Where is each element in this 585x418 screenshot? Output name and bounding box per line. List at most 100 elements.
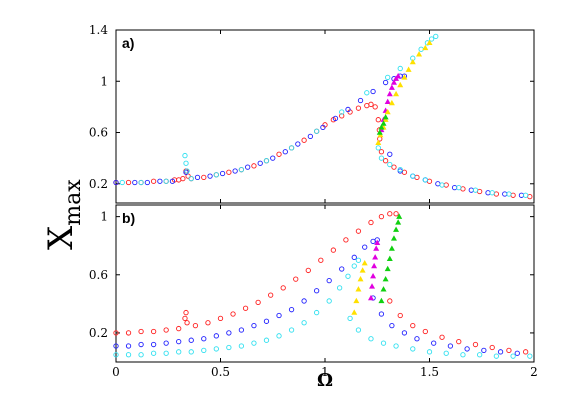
data-point	[295, 141, 301, 147]
data-point	[125, 330, 132, 336]
data-point	[378, 213, 385, 220]
data-point	[395, 72, 402, 79]
y-axis-label-main: X	[41, 225, 81, 250]
x-tick-label: 1	[321, 365, 329, 379]
data-point	[326, 298, 332, 304]
data-point	[219, 170, 226, 177]
data-point	[138, 341, 144, 348]
data-point	[460, 352, 466, 358]
data-point	[439, 334, 445, 340]
data-point	[238, 167, 245, 173]
data-point	[393, 343, 399, 349]
data-point	[370, 88, 376, 95]
data-point	[339, 113, 345, 119]
data-point	[313, 288, 320, 294]
data-point	[493, 191, 500, 197]
y-axis-label-sub: max	[61, 179, 86, 226]
data-point	[205, 320, 211, 326]
data-point	[388, 99, 395, 106]
series-5	[376, 113, 389, 135]
series-3	[378, 213, 403, 304]
data-point	[251, 340, 257, 346]
data-point	[401, 169, 408, 175]
x-tick-label: 1.5	[420, 365, 439, 379]
panel-b-frame	[115, 204, 535, 363]
data-point	[113, 343, 119, 349]
y-tick-label: 0.6	[89, 126, 108, 140]
data-point	[431, 340, 437, 346]
data-point	[410, 173, 416, 179]
y-tick-label: 1	[100, 74, 108, 88]
data-point	[326, 277, 332, 284]
data-point	[282, 149, 288, 155]
data-point	[157, 178, 163, 184]
data-point	[489, 190, 495, 196]
data-point	[422, 44, 429, 51]
data-point	[401, 330, 408, 336]
series-3	[378, 72, 402, 133]
y-axis-label: Xmax	[41, 179, 86, 250]
data-point	[386, 255, 393, 261]
data-point	[368, 219, 374, 226]
data-point	[527, 353, 533, 359]
data-point	[395, 219, 402, 225]
data-point	[270, 155, 276, 161]
data-point	[422, 177, 428, 183]
data-point	[288, 307, 295, 313]
data-point	[150, 350, 157, 356]
series-2	[119, 33, 529, 198]
data-point	[370, 273, 377, 279]
data-point	[361, 259, 368, 266]
data-point	[367, 294, 374, 301]
data-point	[364, 90, 370, 96]
panel-b-label: b)	[122, 210, 135, 226]
data-point	[378, 155, 385, 161]
data-point	[390, 79, 397, 85]
data-point	[207, 173, 213, 179]
data-point	[414, 174, 420, 181]
data-point	[497, 349, 504, 355]
data-point	[397, 167, 403, 173]
data-point	[472, 187, 479, 193]
data-point	[355, 257, 362, 263]
data-point	[180, 176, 186, 182]
data-point	[405, 66, 412, 72]
data-point	[426, 39, 433, 46]
data-point	[388, 245, 395, 251]
data-point	[522, 192, 529, 198]
data-point	[506, 347, 512, 354]
data-point	[188, 176, 194, 182]
data-point	[389, 323, 395, 329]
data-point	[263, 158, 270, 164]
data-point	[393, 90, 400, 97]
data-point	[336, 285, 343, 291]
data-point	[382, 113, 389, 120]
data-point	[163, 340, 169, 346]
data-point	[359, 267, 366, 273]
series-1	[113, 73, 525, 198]
data-point	[280, 285, 286, 291]
data-point	[378, 149, 385, 155]
data-point	[217, 315, 224, 322]
data-point	[355, 105, 362, 111]
data-point	[410, 346, 416, 352]
data-point	[375, 145, 381, 151]
panel-a-frame	[115, 29, 535, 204]
data-point	[472, 341, 479, 348]
data-point	[380, 286, 387, 292]
data-point	[477, 352, 483, 358]
data-point	[183, 309, 189, 316]
data-point	[439, 182, 445, 188]
y-tick-label: 0.6	[89, 268, 108, 282]
data-point	[330, 247, 337, 253]
data-point	[378, 311, 385, 317]
data-point	[380, 340, 387, 346]
data-point	[238, 343, 245, 349]
data-point	[387, 151, 393, 157]
data-point	[382, 275, 389, 282]
data-point	[125, 352, 132, 358]
data-point	[387, 161, 393, 168]
data-point	[355, 228, 362, 234]
x-tick-label: 2	[530, 365, 538, 379]
